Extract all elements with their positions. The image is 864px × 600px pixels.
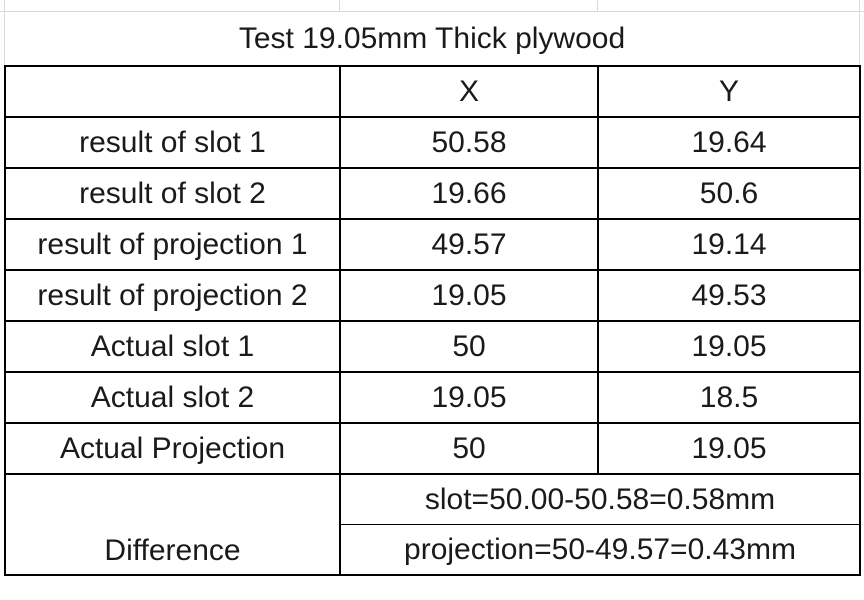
x-value-cell[interactable]: 49.57 <box>339 218 599 271</box>
table-row: Actual slot 1 50 19.05 <box>4 320 861 373</box>
difference-slot-cell[interactable]: slot=50.00-50.58=0.58mm <box>339 473 861 525</box>
sheet-gridline <box>597 0 598 12</box>
table-row: result of slot 2 19.66 50.6 <box>4 167 861 220</box>
sheet-gridline <box>0 11 864 12</box>
y-value-cell[interactable]: 18.5 <box>597 371 861 424</box>
y-value-cell[interactable]: 49.53 <box>597 269 861 322</box>
x-value-cell[interactable]: 50 <box>339 422 599 475</box>
sheet-gridline <box>4 0 5 12</box>
table-row: result of projection 2 19.05 49.53 <box>4 269 861 322</box>
sheet-gridline <box>339 0 340 12</box>
difference-projection-cell[interactable]: projection=50-49.57=0.43mm <box>339 524 861 576</box>
row-label-cell[interactable]: Actual slot 2 <box>4 371 341 424</box>
x-value-cell[interactable]: 19.05 <box>339 269 599 322</box>
difference-row: Difference slot=50.00-50.58=0.58mm <box>4 473 861 576</box>
row-label-cell[interactable]: result of projection 1 <box>4 218 341 271</box>
y-value-cell[interactable]: 50.6 <box>597 167 861 220</box>
x-value-cell[interactable]: 19.05 <box>339 371 599 424</box>
table-row: result of slot 1 50.58 19.64 <box>4 116 861 169</box>
row-label-cell[interactable]: Actual Projection <box>4 422 341 475</box>
table-title-cell[interactable]: Test 19.05mm Thick plywood <box>4 12 860 66</box>
results-table: X Y result of slot 1 50.58 19.64 result … <box>4 65 861 576</box>
sheet-gridline <box>859 0 860 12</box>
row-label-cell[interactable]: result of slot 2 <box>4 167 341 220</box>
table-row: Actual Projection 50 19.05 <box>4 422 861 475</box>
x-value-cell[interactable]: 50.58 <box>339 116 599 169</box>
difference-label-cell[interactable]: Difference <box>4 473 341 576</box>
y-value-cell[interactable]: 19.05 <box>597 320 861 373</box>
difference-row: projection=50-49.57=0.43mm <box>5 524 861 576</box>
x-value-cell[interactable]: 19.66 <box>339 167 599 220</box>
header-cell-empty[interactable] <box>4 65 341 118</box>
row-label-cell[interactable]: result of slot 1 <box>4 116 341 169</box>
y-value-cell[interactable]: 19.05 <box>597 422 861 475</box>
y-value-cell[interactable]: 19.14 <box>597 218 861 271</box>
header-cell-x[interactable]: X <box>339 65 599 118</box>
row-label-cell[interactable]: result of projection 2 <box>4 269 341 322</box>
y-value-cell[interactable]: 19.64 <box>597 116 861 169</box>
table-row: Actual slot 2 19.05 18.5 <box>4 371 861 424</box>
header-row: X Y <box>4 65 861 118</box>
header-cell-y[interactable]: Y <box>597 65 861 118</box>
x-value-cell[interactable]: 50 <box>339 320 599 373</box>
row-label-cell[interactable]: Actual slot 1 <box>4 320 341 373</box>
table-row: result of projection 1 49.57 19.14 <box>4 218 861 271</box>
